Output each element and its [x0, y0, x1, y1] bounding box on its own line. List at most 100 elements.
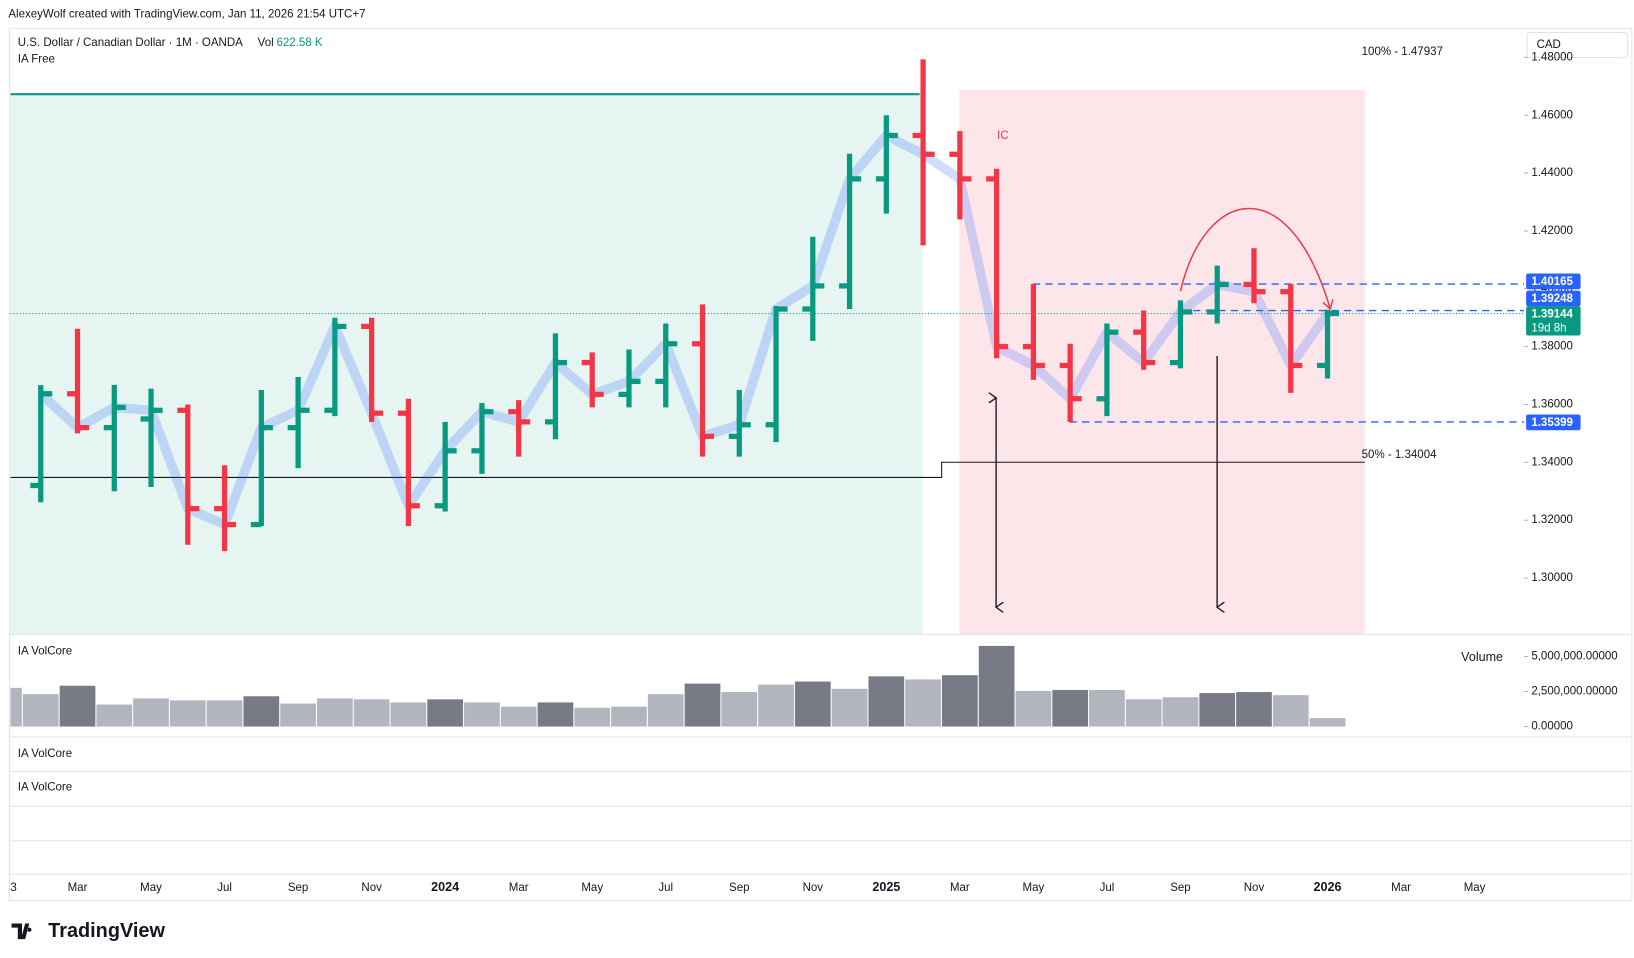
x-tick-label: May [1023, 882, 1045, 894]
fib-left [10, 461, 943, 478]
y-tick-label: 1.38000 [1531, 341, 1573, 353]
volume-bar [280, 703, 316, 727]
volume-bar [978, 645, 1015, 727]
y-tick-label: 1.48000 [1531, 51, 1573, 63]
x-tick-label: 3 [10, 882, 16, 894]
volume-bar [500, 706, 537, 727]
symbol: U.S. Dollar / Canadian Dollar · 1M · OAN… [18, 37, 243, 49]
y-tick-label: 1.36000 [1531, 399, 1573, 411]
volume-bar [353, 699, 390, 727]
credit: AlexeyWolf created with TradingView.com,… [8, 9, 365, 21]
logo-mark [11, 923, 32, 940]
countdown: 19d 8h [1531, 322, 1566, 334]
price-layer [10, 59, 1525, 552]
x-tick-label: Nov [803, 882, 824, 894]
volume-bar [243, 696, 280, 727]
price-tag-label: 1.39248 [1531, 293, 1573, 305]
volume-bar [537, 702, 574, 727]
y-tick-label: 1.34000 [1531, 456, 1573, 468]
price-tag [1526, 290, 1581, 307]
volume-bar [721, 692, 758, 727]
volume-layer [10, 645, 1346, 727]
price-tag-label: 1.40165 [1531, 276, 1573, 288]
volume-bar [464, 702, 500, 727]
last-tag [1526, 306, 1581, 336]
volume-bar [1089, 689, 1125, 727]
x-tick-label: May [140, 882, 162, 894]
currency: CAD [1537, 39, 1561, 51]
x-tick-label: Sep [1170, 882, 1190, 894]
x-tick-label: 2024 [431, 880, 459, 894]
volume-bar [794, 681, 831, 727]
volume-title: IA VolCore [18, 645, 72, 657]
last-tag-label: 1.39144 [1531, 309, 1573, 321]
logo-text: TradingView [48, 920, 165, 942]
vol-tick-label: 5,000,000.00000 [1531, 650, 1617, 662]
volume-bar [96, 704, 133, 727]
x-tick-label: 2026 [1314, 880, 1342, 894]
volume-bar [133, 698, 169, 727]
y-tick-label: 1.30000 [1531, 572, 1573, 584]
volume-bar [758, 684, 794, 727]
x-tick-label: Jul [658, 882, 673, 894]
pane-title: IA VolCore [18, 748, 72, 760]
volume-bar [611, 706, 647, 727]
fib-label: 100% - 1.47937 [1362, 46, 1443, 58]
zone-green [10, 94, 923, 635]
price-tag [1526, 414, 1581, 431]
volume-bar [647, 694, 684, 727]
vol-value: 622.58 K [277, 37, 323, 49]
vol-tick-label: 0.00000 [1531, 721, 1573, 733]
x-tick-label: Jul [217, 882, 232, 894]
x-tick-label: Jul [1100, 882, 1115, 894]
drawings [10, 90, 1365, 635]
x-tick-label: Mar [68, 882, 88, 894]
x-tick-label: Sep [729, 882, 749, 894]
indicator: IA Free [18, 54, 55, 66]
currency-box[interactable] [1526, 31, 1629, 59]
volume-bar [831, 688, 868, 727]
y-tick-label: 1.42000 [1531, 225, 1573, 237]
x-tick-label: Nov [361, 882, 382, 894]
price-tag-label: 1.35399 [1531, 417, 1573, 429]
logo: TradingView [11, 920, 165, 942]
volume-bar [1236, 692, 1272, 727]
x-tick-label: Mar [509, 882, 529, 894]
x-tick-label: May [1464, 882, 1486, 894]
x-tick-label: Mar [950, 882, 970, 894]
volume-bar [427, 699, 464, 727]
volume-bar [684, 683, 721, 727]
x-tick-label: Nov [1244, 882, 1265, 894]
volume-name: Volume [1461, 650, 1503, 664]
volume-bar [169, 700, 206, 727]
volume-bar [905, 679, 941, 727]
price-tag [1526, 273, 1581, 290]
volume-bar [206, 700, 243, 727]
x-tick-label: May [581, 882, 603, 894]
y-tick-label: 1.32000 [1531, 514, 1573, 526]
zone-pink [959, 90, 1365, 635]
volume-bar [10, 687, 22, 727]
volume-bar [59, 685, 96, 727]
volume-bar [868, 676, 905, 727]
vol-tick-label: 2,500,000.00000 [1531, 686, 1617, 698]
volume-bar [1199, 693, 1236, 727]
frame [8, 27, 1633, 901]
volume-bar [1015, 690, 1052, 727]
arc-arrow [1179, 207, 1334, 311]
volume-bar [390, 702, 427, 727]
x-tick-label: Mar [1391, 882, 1411, 894]
x-tick-label: Sep [288, 882, 308, 894]
volume-bar [1052, 689, 1089, 727]
volume-bar [1272, 695, 1309, 727]
volume-bar [942, 675, 978, 727]
volume-bar [1162, 697, 1199, 727]
x-tick-label: 2025 [872, 880, 900, 894]
close-band [37, 130, 1332, 530]
volume-bar [1125, 699, 1162, 727]
fib-label: 50% - 1.34004 [1362, 449, 1437, 461]
volume-bar [22, 694, 59, 727]
y-tick-label: 1.46000 [1531, 109, 1573, 121]
